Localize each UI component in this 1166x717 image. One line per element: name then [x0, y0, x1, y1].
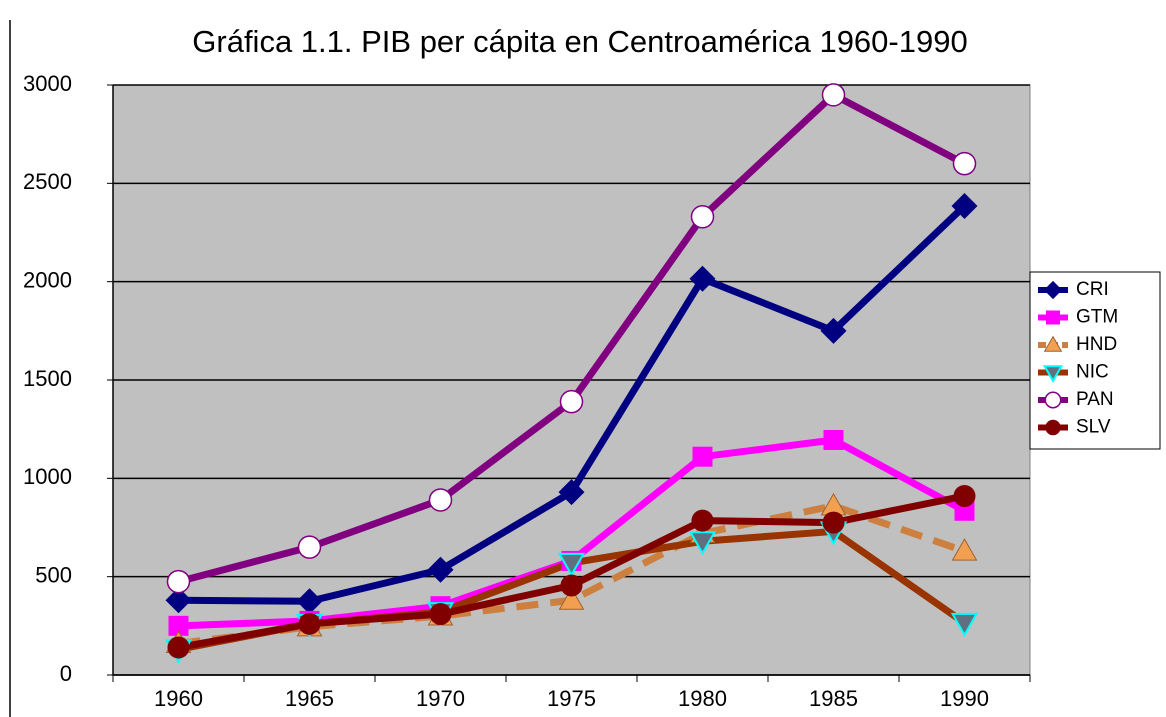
data-point: [558, 479, 585, 506]
data-point: [298, 612, 321, 635]
legend-label: CRI: [1076, 279, 1109, 300]
data-point: [953, 485, 976, 508]
legend-box: [1029, 271, 1161, 450]
y-tick-label: 1500: [23, 366, 72, 391]
legend-marker: [1045, 419, 1061, 436]
legend-label: PAN: [1076, 389, 1114, 410]
data-point: [428, 488, 453, 512]
x-tick-label: 1960: [154, 686, 203, 711]
legend-label: SLV: [1076, 417, 1111, 438]
data-point: [691, 509, 714, 532]
y-tick-label: 500: [35, 562, 72, 587]
y-tick-label: 0: [60, 661, 72, 686]
data-point: [427, 556, 454, 583]
data-point: [557, 552, 586, 577]
legend-label: GTM: [1076, 307, 1118, 328]
x-tick-label: 1980: [678, 686, 727, 711]
data-point: [560, 574, 583, 597]
x-tick-label: 1990: [940, 686, 989, 711]
data-point: [297, 535, 322, 559]
y-tick-label: 2000: [23, 267, 72, 292]
data-point: [558, 587, 585, 610]
data-point: [821, 83, 846, 107]
data-point: [559, 389, 584, 414]
data-point: [688, 531, 717, 556]
data-point: [165, 587, 192, 614]
data-point: [689, 265, 716, 292]
data-point: [167, 636, 190, 659]
data-point: [692, 446, 713, 467]
x-tick-label: 1965: [285, 686, 334, 711]
legend-marker: [1043, 335, 1063, 352]
y-tick-label: 3000: [23, 71, 72, 96]
data-point: [951, 192, 978, 219]
legend-label: NIC: [1076, 362, 1109, 383]
data-point: [823, 429, 844, 450]
data-point: [951, 538, 978, 561]
legend-marker: [1044, 391, 1062, 409]
legend-label: HND: [1076, 334, 1117, 355]
legend-marker: [1043, 280, 1063, 300]
x-tick-label: 1975: [547, 686, 596, 711]
x-tick-label: 1985: [809, 686, 858, 711]
data-point: [429, 603, 452, 626]
data-point: [690, 205, 715, 229]
legend-marker: [1046, 310, 1060, 325]
legend-marker: [1042, 365, 1064, 383]
data-point: [168, 615, 189, 636]
data-point: [296, 588, 323, 615]
y-tick-label: 1000: [23, 464, 72, 489]
data-point: [820, 317, 847, 344]
data-point: [952, 151, 977, 176]
y-tick-label: 2500: [23, 169, 72, 194]
data-point: [822, 511, 845, 534]
data-point: [950, 612, 979, 637]
chart-title: Gráfica 1.1. PIB per cápita en Centroamé…: [192, 24, 967, 59]
data-point: [166, 569, 191, 594]
x-tick-label: 1970: [416, 686, 465, 711]
